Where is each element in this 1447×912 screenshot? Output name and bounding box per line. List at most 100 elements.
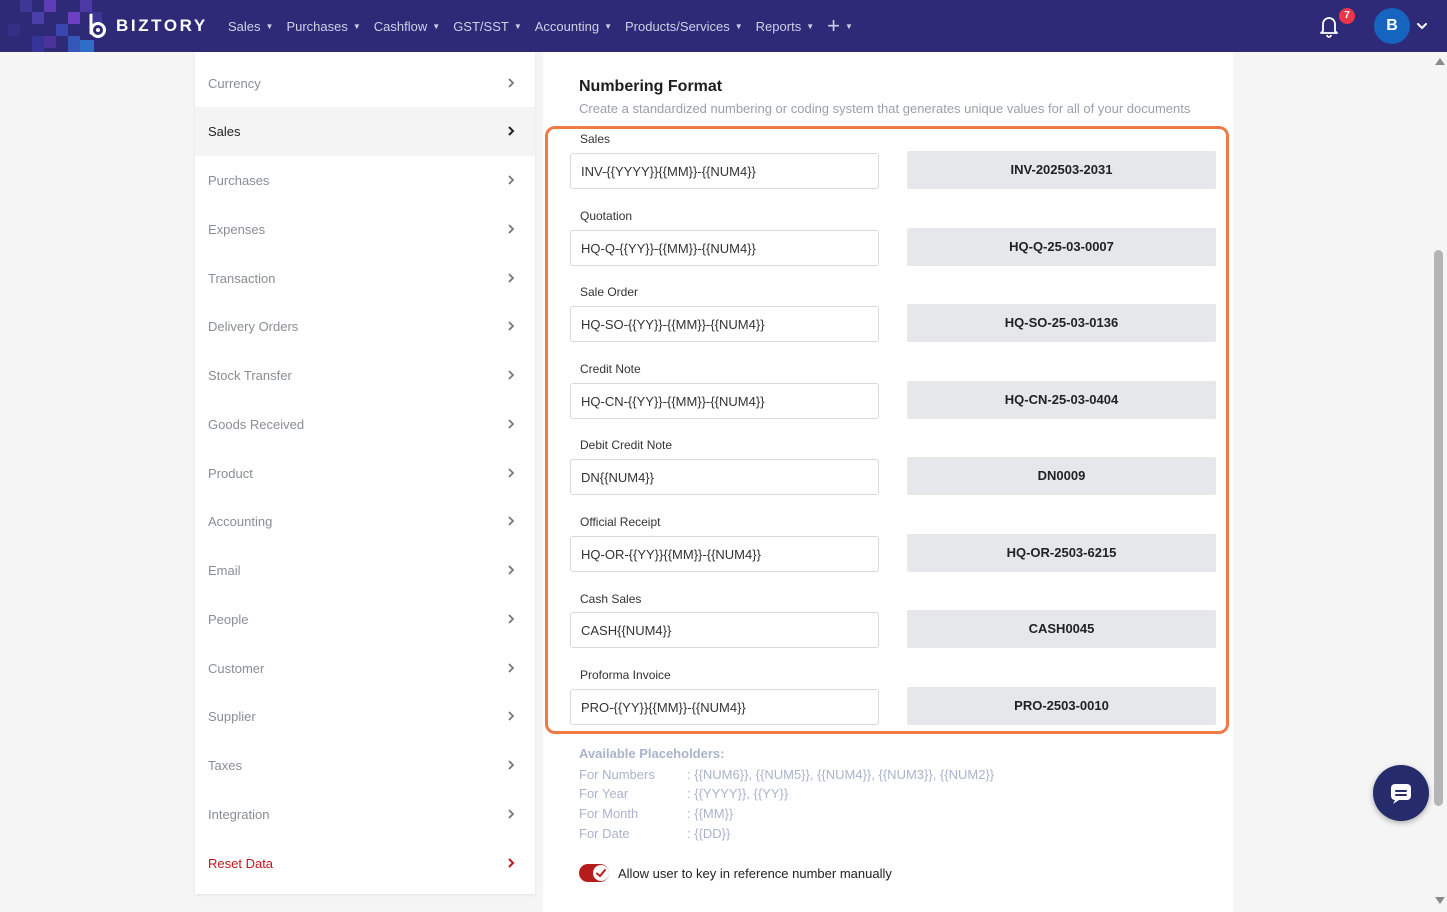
chevron-right-icon: [508, 468, 515, 478]
scrollbar-thumb[interactable]: [1434, 250, 1443, 806]
menu-purchases[interactable]: Purchases ▼: [286, 19, 360, 34]
sidebar-item-reset-data[interactable]: Reset Data: [195, 839, 535, 887]
numbering-fields-highlight: Sales INV-202503-2031 Quotation HQ-Q-25-…: [545, 126, 1229, 734]
sidebar-item-label: Transaction: [208, 270, 276, 286]
chevron-right-icon: [508, 126, 515, 136]
sidebar-item-customer[interactable]: Customer: [195, 644, 535, 692]
sale-order-format-input[interactable]: [570, 306, 879, 342]
manual-reference-toggle[interactable]: [579, 864, 609, 882]
chat-widget-button[interactable]: [1373, 765, 1429, 821]
sidebar-item-label: Currency: [208, 75, 261, 91]
chevron-right-icon: [508, 809, 515, 819]
sidebar-item-label: Reset Data: [208, 855, 274, 871]
debit-credit-note-format-input[interactable]: [570, 459, 879, 495]
chevron-right-icon: [508, 858, 515, 868]
quick-add-menu[interactable]: + ▼: [827, 15, 853, 37]
cash-sales-format-input[interactable]: [570, 612, 879, 648]
field-label-quotation: Quotation: [580, 209, 633, 223]
quotation-format-input[interactable]: [570, 230, 879, 266]
chevron-right-icon: [508, 370, 515, 380]
proforma-invoice-format-input[interactable]: [570, 689, 879, 725]
placeholder-row-date: For Date : {{DD}}: [579, 826, 730, 841]
sidebar-item-stock-transfer[interactable]: Stock Transfer: [195, 351, 535, 399]
chevron-down-icon[interactable]: [1416, 20, 1428, 32]
sidebar-item-product[interactable]: Product: [195, 449, 535, 497]
brand-logo[interactable]: BIZTORY: [86, 13, 208, 39]
user-avatar[interactable]: B: [1374, 8, 1410, 44]
sidebar-item-transaction[interactable]: Transaction: [195, 254, 535, 302]
chevron-right-icon: [508, 78, 515, 88]
field-label-official-receipt: Official Receipt: [580, 515, 661, 529]
brand-logo-icon: [89, 13, 106, 38]
chevron-down-icon: ▼: [265, 21, 274, 31]
menu-gst-sst[interactable]: GST/SST ▼: [453, 19, 522, 34]
chevron-down-icon: ▼: [432, 21, 441, 31]
menu-sales[interactable]: Sales ▼: [228, 19, 273, 34]
placeholder-row-numbers: For Numbers : {{NUM6}}, {{NUM5}}, {{NUM4}…: [579, 767, 994, 782]
chevron-right-icon: [508, 663, 515, 673]
menu-accounting[interactable]: Accounting ▼: [535, 19, 612, 34]
chevron-right-icon: [508, 565, 515, 575]
placeholder-value: : {{YYYY}}, {{YY}}: [687, 786, 789, 801]
proforma-invoice-preview: PRO-2503-0010: [907, 687, 1216, 725]
sidebar-item-label: Integration: [208, 806, 270, 822]
placeholder-key: For Numbers: [579, 767, 655, 782]
field-label-proforma-invoice: Proforma Invoice: [580, 668, 671, 682]
chevron-down-icon: ▼: [734, 21, 743, 31]
field-label-sales: Sales: [580, 132, 611, 146]
sidebar-item-label: Taxes: [208, 757, 242, 773]
credit-note-preview: HQ-CN-25-03-0404: [907, 381, 1216, 419]
section-title: Numbering Format: [579, 78, 723, 95]
chevron-right-icon: [508, 516, 515, 526]
sidebar-item-supplier[interactable]: Supplier: [195, 692, 535, 740]
chevron-down-icon: ▼: [513, 21, 522, 31]
check-icon: [596, 869, 606, 878]
sidebar-item-taxes[interactable]: Taxes: [195, 741, 535, 789]
sale-order-preview: HQ-SO-25-03-0136: [907, 304, 1216, 342]
sidebar-item-accounting[interactable]: Accounting: [195, 497, 535, 545]
sidebar-item-label: Expenses: [208, 221, 266, 237]
sidebar-item-currency[interactable]: Currency: [195, 59, 535, 107]
placeholder-value: : {{MM}}: [687, 806, 734, 821]
debit-credit-note-preview: DN0009: [907, 457, 1216, 495]
menu-cashflow[interactable]: Cashflow ▼: [374, 19, 440, 34]
scroll-down-arrow-icon[interactable]: [1435, 897, 1445, 904]
quotation-preview: HQ-Q-25-03-0007: [907, 228, 1216, 266]
chevron-right-icon: [508, 175, 515, 185]
sidebar-item-email[interactable]: Email: [195, 546, 535, 594]
placeholder-key: For Date: [579, 826, 630, 841]
plus-icon: +: [827, 13, 840, 38]
sidebar-item-label: Product: [208, 465, 253, 481]
placeholder-value: : {{DD}}: [687, 826, 731, 841]
main-menu: Sales ▼ Purchases ▼ Cashflow ▼ GST/SST ▼ Acc…: [228, 0, 853, 52]
manual-reference-label: Allow user to key in reference number ma…: [618, 866, 892, 881]
brand-name: BIZTORY: [116, 16, 208, 35]
section-subtitle: Create a standardized numbering or codin…: [579, 101, 1191, 116]
placeholder-value: : {{NUM6}}, {{NUM5}}, {{NUM4}}, {{NUM3}}…: [687, 767, 995, 782]
sidebar-item-goods-received[interactable]: Goods Received: [195, 400, 535, 448]
sales-format-input[interactable]: [570, 153, 879, 189]
sidebar-item-people[interactable]: People: [195, 595, 535, 643]
field-label-cash-sales: Cash Sales: [580, 592, 642, 606]
menu-products-services[interactable]: Products/Services ▼: [625, 19, 743, 34]
official-receipt-format-input[interactable]: [570, 536, 879, 572]
sidebar-item-sales[interactable]: Sales: [195, 107, 535, 156]
menu-label: Sales: [228, 18, 261, 34]
notification-bell-icon[interactable]: [1318, 14, 1340, 38]
menu-label: Reports: [755, 18, 802, 34]
settings-sidebar: Currency Sales Purchases Expenses Transa…: [195, 52, 535, 894]
sidebar-item-delivery-orders[interactable]: Delivery Orders: [195, 302, 535, 350]
placeholder-row-year: For Year: {{YYYY}}, {{YY}}: [579, 786, 788, 801]
credit-note-format-input[interactable]: [570, 383, 879, 419]
sidebar-item-expenses[interactable]: Expenses: [195, 205, 535, 253]
scroll-up-arrow-icon[interactable]: [1435, 58, 1445, 65]
sidebar-item-purchases[interactable]: Purchases: [195, 156, 535, 204]
placeholder-row-month: For Month: {{MM}}: [579, 806, 733, 821]
sidebar-item-integration[interactable]: Integration: [195, 790, 535, 838]
sidebar-item-label: Sales: [208, 124, 241, 139]
sidebar-item-label: Stock Transfer: [208, 367, 292, 383]
chat-icon: [1391, 784, 1411, 804]
menu-reports[interactable]: Reports ▼: [756, 19, 814, 34]
notification-badge: 7: [1339, 8, 1355, 24]
field-label-credit-note: Credit Note: [580, 362, 641, 376]
